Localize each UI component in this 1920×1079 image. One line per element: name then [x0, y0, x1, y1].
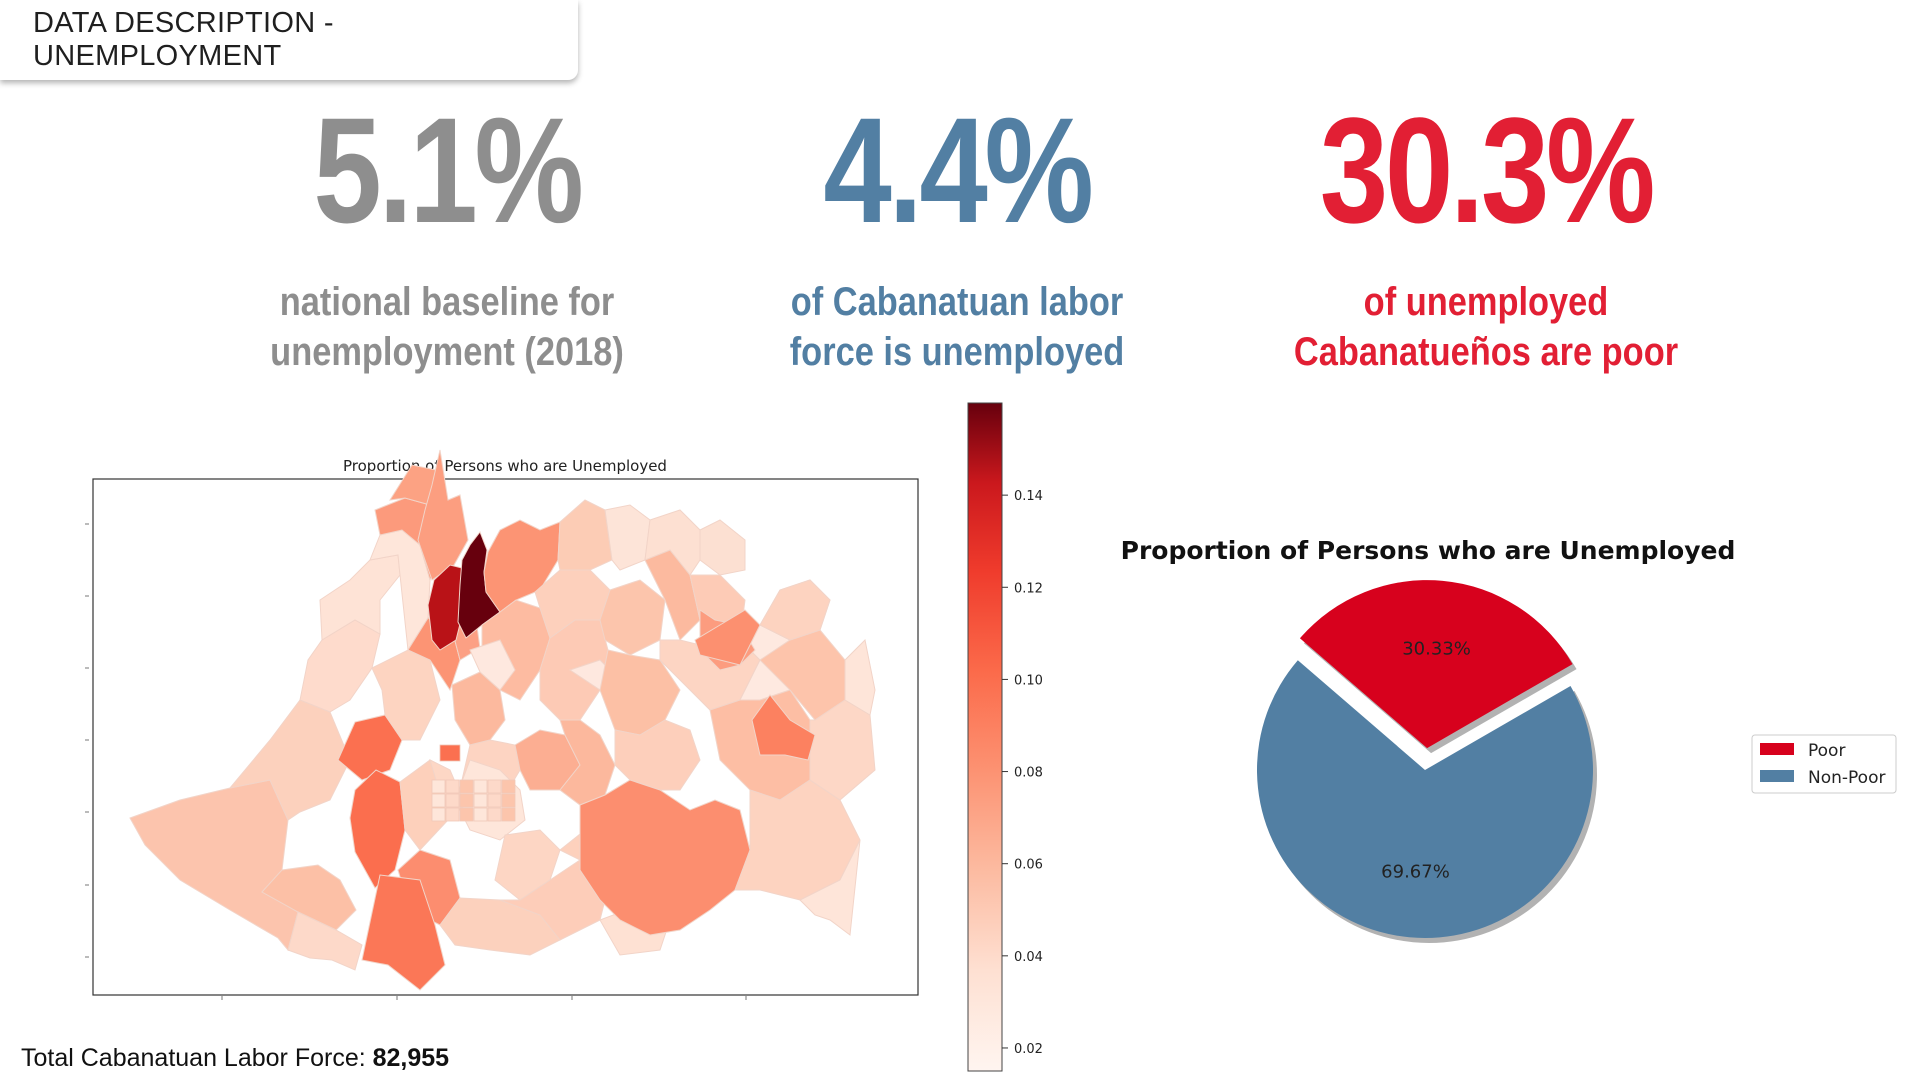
stat-description: of unemployed Cabanatueños are poor — [1262, 277, 1709, 377]
colorbar-tick-label-2: 0.06 — [1014, 858, 1043, 873]
map-urban-hotspot — [439, 744, 461, 762]
map-urban-cell-6 — [431, 793, 446, 808]
map-urban-cell-7 — [445, 793, 460, 808]
labor-force-total: Total Cabanatuan Labor Force: 82,955 — [21, 1044, 449, 1073]
map-region-48 — [699, 519, 746, 576]
map-axis-ticks — [85, 523, 747, 1000]
colorbar — [967, 402, 1003, 1072]
pie-slices: 30.33% 69.67% — [1256, 580, 1597, 943]
stat-desc-line1: national baseline for — [279, 280, 615, 324]
pie-slice-non-poor — [1256, 660, 1593, 938]
map-axes-frame — [92, 478, 919, 996]
map-urban-cell-11 — [501, 793, 516, 808]
stat-national-baseline: 5.1% national baseline for unemployment … — [187, 95, 707, 377]
stat-desc-line2: force is unemployed — [789, 330, 1125, 374]
map-region-39 — [599, 579, 666, 656]
map-urban-cluster — [431, 744, 516, 822]
map-urban-cell-13 — [445, 807, 460, 822]
colorbar-tick-label-3: 0.08 — [1014, 766, 1043, 781]
map-region-37 — [557, 499, 613, 571]
map-urban-cell-15 — [473, 807, 488, 822]
map-urban-cell-2 — [459, 779, 474, 794]
map-region-61 — [469, 639, 516, 691]
stat-desc-line2: unemployment (2018) — [270, 330, 624, 374]
stat-desc-line1: of Cabanatuan labor — [790, 280, 1124, 324]
stat-value: 30.3% — [1319, 86, 1656, 254]
legend-swatch-non-poor — [1760, 770, 1794, 782]
legend-label-poor: Poor — [1808, 741, 1845, 761]
labor-force-value: 82,955 — [372, 1044, 450, 1072]
map-region-1 — [228, 699, 351, 821]
map-urban-cell-4 — [487, 779, 502, 794]
map-region-11 — [349, 769, 406, 889]
stat-value: 4.4% — [823, 86, 1094, 254]
map-urban-cell-5 — [501, 779, 516, 794]
map-urban-cell-0 — [431, 779, 446, 794]
map-region-59 — [759, 579, 831, 641]
legend-label-non-poor: Non-Poor — [1808, 768, 1885, 788]
map-region-13 — [361, 874, 446, 991]
map-regions — [129, 449, 876, 991]
map-urban-cell-16 — [487, 807, 502, 822]
legend-swatch-poor — [1760, 743, 1794, 755]
colorbar-tick-label-4: 0.10 — [1014, 673, 1043, 688]
labor-force-label: Total Cabanatuan Labor Force: — [21, 1044, 373, 1072]
stat-value: 5.1% — [313, 86, 584, 254]
section-title: DATA DESCRIPTION - UNEMPLOYMENT — [33, 7, 334, 72]
map-urban-cell-14 — [459, 807, 474, 822]
map-urban-cell-17 — [501, 807, 516, 822]
colorbar-tick-label-1: 0.04 — [1014, 950, 1043, 965]
map-urban-cell-1 — [445, 779, 460, 794]
map-region-3 — [287, 911, 363, 971]
stat-unemployed-poor: 30.3% of unemployed Cabanatueños are poo… — [1226, 95, 1746, 377]
pie-legend: Poor Non-Poor — [1751, 734, 1897, 794]
map-urban-cell-12 — [431, 807, 446, 822]
stat-description: of Cabanatuan labor force is unemployed — [733, 277, 1180, 377]
pie-title: Proportion of Persons who are Unemployed — [1121, 536, 1736, 565]
stat-desc-line2: Cabanatueños are poor — [1293, 330, 1679, 374]
map-urban-cell-3 — [473, 779, 488, 794]
stat-cabanatuan-unemployed: 4.4% of Cabanatuan labor force is unempl… — [697, 95, 1217, 377]
map-region-20 — [483, 519, 561, 613]
pie-slice-label-0: 30.33% — [1402, 639, 1471, 660]
map-region-57 — [751, 694, 816, 761]
colorbar-tick-label-5: 0.12 — [1014, 581, 1043, 596]
stat-desc-line1: of unemployed — [1363, 280, 1609, 324]
colorbar-tick-label-6: 0.14 — [1014, 489, 1043, 504]
colorbar-tick-label-0: 0.02 — [1014, 1042, 1043, 1057]
pie-slice-label-1: 69.67% — [1381, 861, 1450, 882]
stat-description: national baseline for unemployment (2018… — [223, 277, 670, 377]
map-region-55 — [844, 638, 876, 716]
map-urban-cell-8 — [459, 793, 474, 808]
section-header-tab: DATA DESCRIPTION - UNEMPLOYMENT — [0, 0, 578, 80]
map-urban-cell-9 — [473, 793, 488, 808]
pie-slice-poor — [1299, 580, 1573, 749]
map-urban-cell-10 — [487, 793, 502, 808]
colorbar-ticks: 0.02 0.04 0.06 0.08 0.10 0.12 0.14 — [1002, 489, 1043, 1057]
map-region-60 — [694, 609, 761, 666]
map-region-42 — [614, 719, 701, 791]
map-region-52 — [799, 839, 861, 936]
map-region-47 — [644, 509, 701, 576]
